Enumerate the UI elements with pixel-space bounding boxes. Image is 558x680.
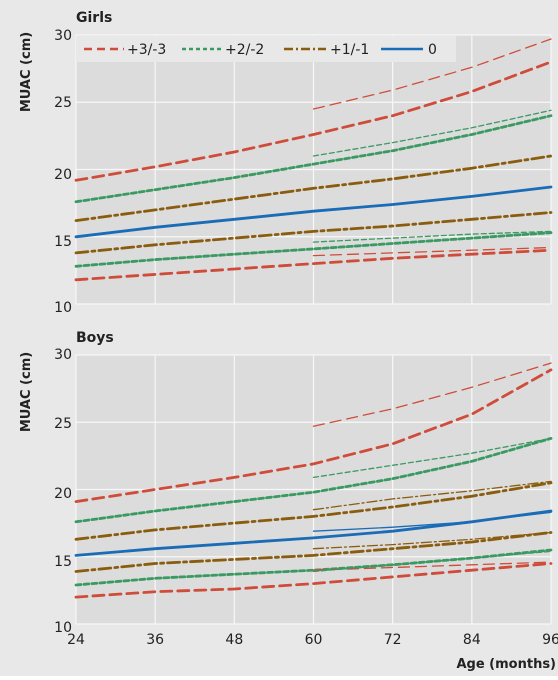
girls-y-tick-label: 20 xyxy=(54,167,72,183)
girls-series-line-zplus2minus-2-thin xyxy=(312,230,552,243)
x-tick-label: 36 xyxy=(146,632,164,648)
boys-series-line-zplus2minus-2-thin xyxy=(312,437,552,479)
girls-series-line-zplus3minus-3 xyxy=(74,248,553,282)
girls-y-tick-label: 10 xyxy=(54,300,72,316)
x-tick-label: 72 xyxy=(384,632,402,648)
girls-panel-title: Girls xyxy=(76,10,112,26)
girls-series-line-zplus2minus-2 xyxy=(74,231,553,268)
boys-y-tick-label: 10 xyxy=(54,620,72,636)
boys-series-line-zplus3minus-3-thin xyxy=(312,561,552,571)
boys-y-tick-label: 15 xyxy=(54,554,72,570)
boys-series-line-zplus3minus-3-thin xyxy=(312,362,552,427)
x-tick-label: 24 xyxy=(67,632,85,648)
girls-series-line-zplus3minus-3 xyxy=(74,60,553,182)
girls-y-tick-label: 30 xyxy=(54,28,72,44)
girls-panel: Girls MUAC (cm) 10 15 20 25 30 +3/-3 +2/… xyxy=(19,10,553,316)
legend-label-1: +1/-1 xyxy=(330,42,369,58)
girls-series xyxy=(74,38,553,282)
boys-y-tick-label: 25 xyxy=(54,416,72,432)
boys-y-tick-label: 20 xyxy=(54,486,72,502)
girls-y-tick-label: 15 xyxy=(54,234,72,250)
x-tick-label: 96 xyxy=(542,632,558,648)
legend-label-3: +3/-3 xyxy=(127,42,166,58)
x-tick-label: 60 xyxy=(305,632,323,648)
boys-series-line-zplus2minus-2-thin xyxy=(312,550,552,573)
girls-series-line-zplus2minus-2-thin xyxy=(312,109,552,157)
girls-y-axis-title: MUAC (cm) xyxy=(19,32,34,112)
boys-panel-title: Boys xyxy=(76,330,114,346)
girls-series-line-median xyxy=(74,185,553,239)
legend-label-0: 0 xyxy=(428,42,437,58)
boys-series-line-zplus3minus-3 xyxy=(74,562,553,599)
boys-series-line-zplus1minus-1-thin xyxy=(312,531,552,550)
girls-series-line-zplus3minus-3-thin xyxy=(312,38,552,110)
girls-y-tick-label: 25 xyxy=(54,95,72,111)
boys-series-line-zplus1minus-1 xyxy=(74,481,553,541)
boys-series-line-zplus3minus-3 xyxy=(74,368,553,503)
x-axis-title: Age (months) xyxy=(456,657,556,672)
girls-series-line-zplus1minus-1 xyxy=(74,154,553,222)
legend: +3/-3 +2/-2 +1/-1 0 xyxy=(76,36,456,62)
girls-series-line-zplus3minus-3-thin xyxy=(312,246,552,257)
girls-series-line-zplus2minus-2 xyxy=(74,114,553,204)
girls-series-line-zplus1minus-1 xyxy=(74,211,553,255)
boys-y-axis-title: MUAC (cm) xyxy=(19,352,34,432)
boys-series-line-zplus1minus-1-thin xyxy=(312,480,552,511)
x-tick-label: 48 xyxy=(225,632,243,648)
boys-series xyxy=(74,362,553,599)
boys-y-tick-labels: 10 15 20 25 30 xyxy=(54,347,72,636)
boys-series-line-median-thin xyxy=(312,511,552,532)
boys-panel: Boys MUAC (cm) 10 15 20 25 30 24 36 48 60 72… xyxy=(19,330,558,672)
boys-series-line-zplus2minus-2 xyxy=(74,437,553,524)
boys-series-line-zplus1minus-1 xyxy=(74,531,553,573)
boys-y-tick-label: 30 xyxy=(54,347,72,363)
x-tick-labels: 24 36 48 60 72 84 96 xyxy=(67,632,558,648)
girls-y-tick-labels: 10 15 20 25 30 xyxy=(54,28,72,316)
legend-label-2: +2/-2 xyxy=(225,42,264,58)
x-tick-label: 84 xyxy=(463,632,481,648)
